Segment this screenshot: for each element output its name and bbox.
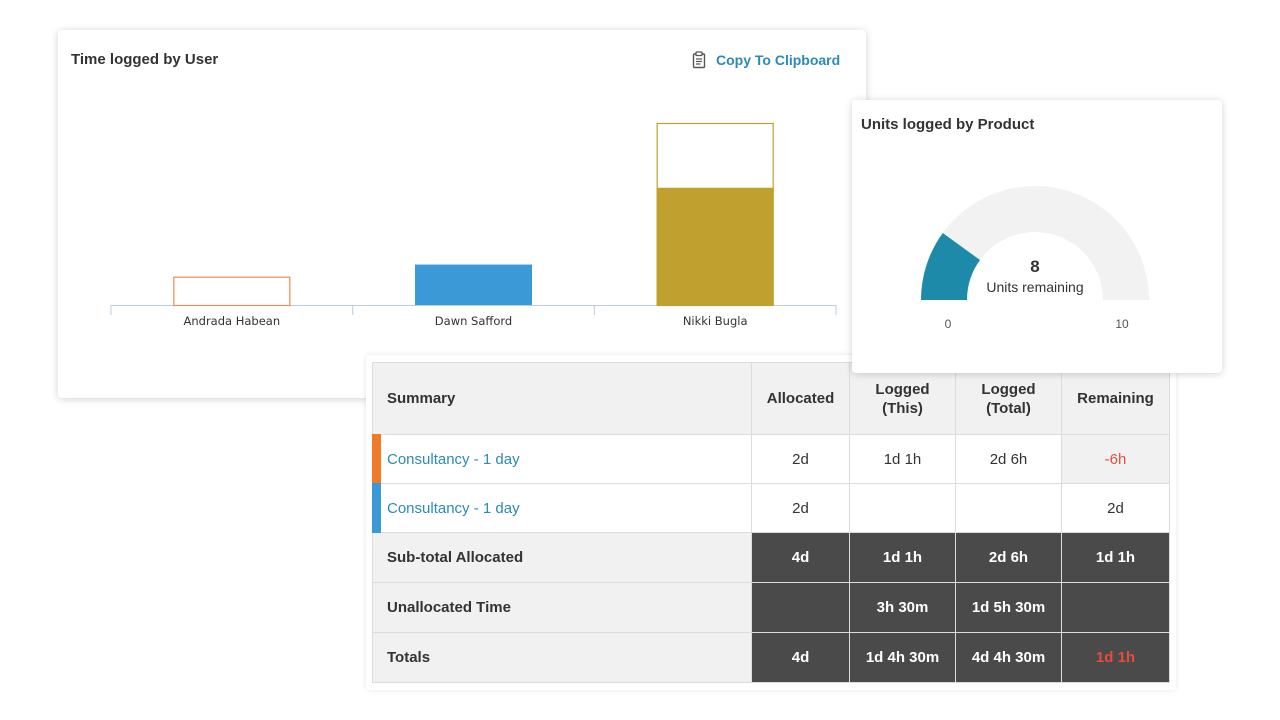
gauge-track [921,186,1149,300]
allocated-cell: 2d [751,434,850,484]
subtotal-label: Sub-total Allocated [372,532,752,583]
product-cell: Consultancy - 1 day [372,434,752,484]
product-color-stripe [372,434,381,484]
subtotal-allocated: 4d [751,532,850,583]
summary-header-row: Summary Allocated Logged (This) Logged (… [372,362,1170,435]
logged-bar[interactable] [415,264,532,305]
logged-total-cell: 2d 6h [955,434,1062,484]
logged-this-cell [849,483,956,533]
subtotal-row: Sub-total Allocated 4d 1d 1h 2d 6h 1d 1h [372,532,1170,583]
logged-total-cell [955,483,1062,533]
header-logged-total: Logged (Total) [955,362,1062,435]
totals-row: Totals 4d 1d 4h 30m 4d 4h 30m 1d 1h [372,632,1170,683]
gauge-center-label: Units remaining [986,279,1083,295]
totals-logged-this: 1d 4h 30m [849,632,956,683]
summary-table: Summary Allocated Logged (This) Logged (… [372,362,1170,683]
logged-this-cell: 1d 1h [849,434,956,484]
header-logged-this-label: Logged (This) [875,380,930,417]
copy-to-clipboard-button[interactable]: Copy To Clipboard [692,50,840,70]
totals-label: Totals [372,632,752,683]
subtotal-logged-this: 1d 1h [849,532,956,583]
gauge-fill [921,232,980,300]
units-gauge: 8 Units remaining 0 10 [921,186,1149,331]
time-bar-chart: Andrada Habean Dawn Safford Nikki Bugla [110,122,837,328]
unallocated-row: Unallocated Time 3h 30m 1d 5h 30m [372,582,1170,633]
clipboard-icon [692,51,708,69]
header-summary: Summary [372,362,752,435]
gauge-min-label: 0 [945,317,952,331]
header-logged-total-label: Logged (Total) [981,380,1036,417]
unallocated-remaining [1061,582,1170,633]
remaining-cell: -6h [1061,434,1170,484]
logged-bar[interactable] [656,187,774,305]
subtotal-remaining: 1d 1h [1061,532,1170,583]
remaining-cell: 2d [1061,483,1170,533]
time-card-title: Time logged by User [71,51,219,68]
allocated-bar[interactable] [173,276,291,307]
x-tick-label: Andrada Habean [184,314,281,328]
header-allocated: Allocated [751,362,850,435]
totals-remaining: 1d 1h [1061,632,1170,683]
totals-allocated: 4d [751,632,850,683]
subtotal-logged-total: 2d 6h [955,532,1062,583]
table-row: Consultancy - 1 day 2d 1d 1h 2d 6h -6h [372,434,1170,484]
product-cell: Consultancy - 1 day [372,483,752,533]
header-remaining: Remaining [1061,362,1170,435]
gauge-max-label: 10 [1115,317,1129,331]
unallocated-logged-this: 3h 30m [849,582,956,633]
totals-logged-total: 4d 4h 30m [955,632,1062,683]
product-color-stripe [372,483,381,533]
time-logged-by-user-card: Andrada Habean Dawn Safford Nikki Bugla Ti… [58,30,866,398]
gauge-center-value: 8 [1030,257,1039,276]
x-tick-label: Dawn Safford [435,314,512,328]
x-tick-label: Nikki Bugla [683,314,748,328]
units-logged-by-product-card: Units logged by Product 8 Units remainin… [852,100,1222,373]
unallocated-logged-total: 1d 5h 30m [955,582,1062,633]
product-link[interactable]: Consultancy - 1 day [387,450,520,468]
unallocated-allocated [751,582,850,633]
copy-to-clipboard-label: Copy To Clipboard [716,52,841,68]
product-link[interactable]: Consultancy - 1 day [387,499,520,517]
header-logged-this: Logged (This) [849,362,956,435]
unallocated-label: Unallocated Time [372,582,752,633]
units-card-title: Units logged by Product [861,116,1035,133]
allocated-cell: 2d [751,483,850,533]
table-row: Consultancy - 1 day 2d 2d [372,483,1170,533]
summary-panel: Summary Allocated Logged (This) Logged (… [366,355,1176,690]
